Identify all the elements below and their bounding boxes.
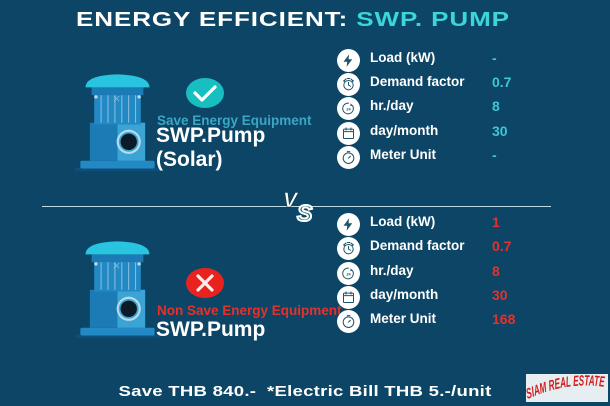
svg-text:24: 24	[346, 107, 351, 112]
svg-text:24: 24	[346, 271, 351, 276]
